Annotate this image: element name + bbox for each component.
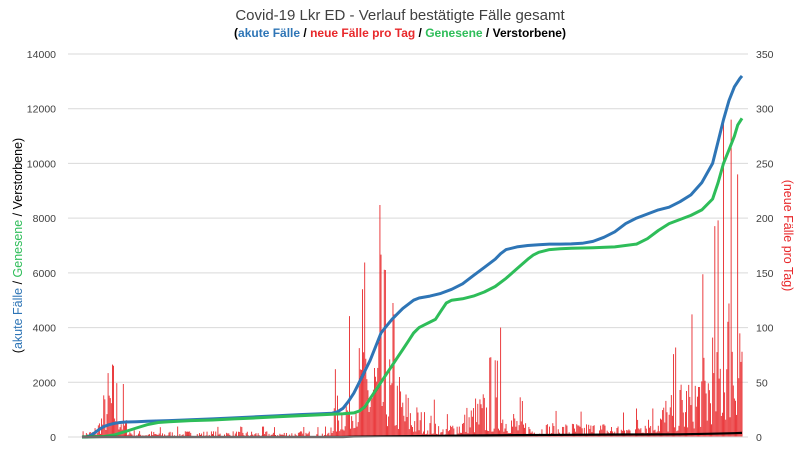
left-tick-label: 2000 [33, 377, 57, 389]
new-cases-bars [82, 116, 742, 437]
right-tick-label: 150 [756, 268, 774, 280]
label-part-3: Genesene [11, 220, 25, 278]
label-part-5: Verstorbene [11, 142, 25, 209]
left-tick-label: 4000 [33, 323, 57, 335]
right-axis-ticks: 0 50 100 150 200 250 300 350 [756, 49, 774, 444]
label-part-2: / [11, 277, 25, 287]
label-part-6: / [483, 26, 493, 40]
left-tick-label: 0 [50, 432, 56, 444]
label-part-5: Genesene [425, 26, 483, 40]
label-part-6: ) [11, 138, 25, 142]
right-tick-label: 50 [756, 377, 768, 389]
chart-title: Covid-19 Lkr ED - Verlauf bestätigte Fäl… [235, 7, 565, 24]
label-part-8: ) [562, 26, 566, 40]
label-part-4: / [11, 209, 25, 219]
right-axis-label: (neue Fälle pro Tag) [781, 180, 795, 292]
left-tick-label: 8000 [33, 213, 57, 225]
recovered-line [82, 118, 742, 437]
label-part-7: Verstorbene [493, 26, 563, 40]
label-part-1: akute Fälle [11, 288, 25, 349]
right-tick-label: 350 [756, 49, 774, 61]
label-part-4: / [415, 26, 425, 40]
label-part-2: / [300, 26, 310, 40]
chart-subtitle: (akute Fälle / neue Fälle pro Tag / Gene… [234, 26, 566, 40]
left-tick-label: 12000 [27, 104, 56, 116]
left-axis-label: (akute Fälle / Genesene / Verstorbene) [11, 138, 25, 353]
cumulative-lines [82, 76, 742, 437]
right-tick-label: 250 [756, 158, 774, 170]
right-tick-label: 100 [756, 323, 774, 335]
right-tick-label: 300 [756, 104, 774, 116]
right-tick-label: 0 [756, 432, 762, 444]
left-tick-label: 10000 [27, 158, 56, 170]
label-part-1: akute Fälle [238, 26, 300, 40]
left-axis-ticks: 0 2000 4000 6000 8000 10000 12000 14000 [27, 49, 56, 444]
acute-line [82, 76, 742, 437]
gridlines [68, 54, 748, 382]
left-tick-label: 14000 [27, 49, 56, 61]
label-part-3: neue Fälle pro Tag [310, 26, 415, 40]
left-tick-label: 6000 [33, 268, 57, 280]
right-tick-label: 200 [756, 213, 774, 225]
